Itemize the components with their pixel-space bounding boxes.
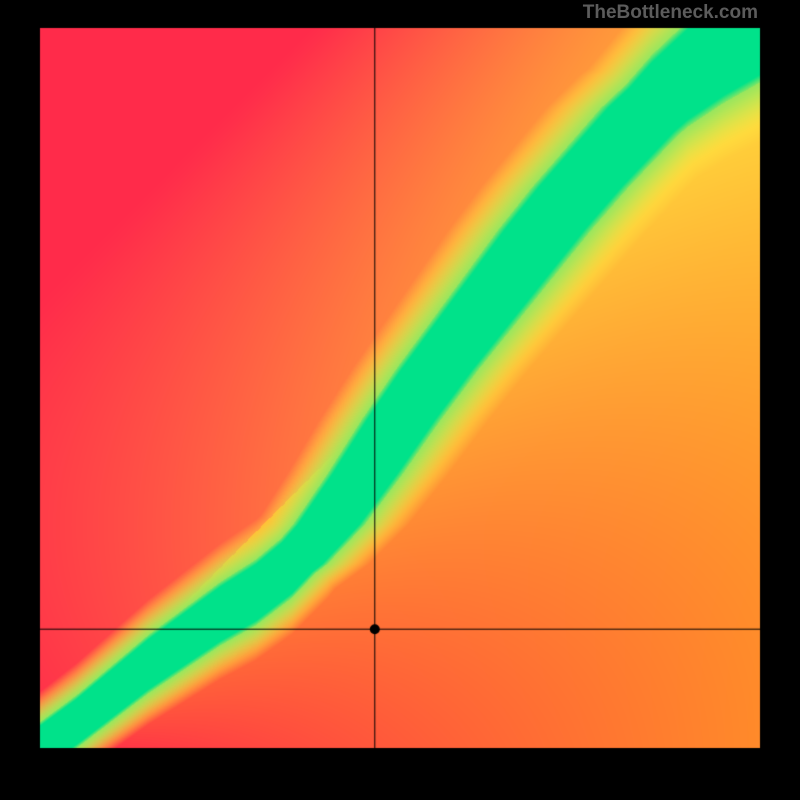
attribution-text: TheBottleneck.com bbox=[583, 2, 758, 24]
chart-container: TheBottleneck.com bbox=[0, 0, 800, 800]
bottleneck-heatmap bbox=[0, 0, 800, 800]
